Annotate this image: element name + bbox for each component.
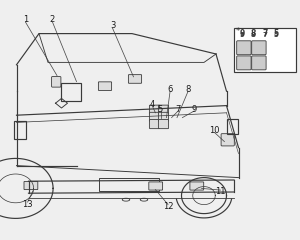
Text: 9: 9 — [192, 105, 197, 114]
FancyBboxPatch shape — [237, 41, 251, 55]
FancyBboxPatch shape — [158, 112, 169, 121]
FancyBboxPatch shape — [149, 105, 160, 114]
Text: 12: 12 — [163, 202, 173, 211]
Text: 1: 1 — [23, 15, 28, 24]
Text: 3: 3 — [110, 21, 115, 30]
Text: 8: 8 — [251, 32, 256, 38]
FancyBboxPatch shape — [252, 41, 266, 55]
FancyBboxPatch shape — [52, 77, 61, 87]
Text: 5: 5 — [274, 29, 279, 38]
Text: 4: 4 — [150, 100, 155, 109]
Text: 13: 13 — [22, 200, 33, 209]
FancyBboxPatch shape — [98, 82, 112, 90]
FancyBboxPatch shape — [221, 134, 234, 146]
Text: 8: 8 — [251, 29, 256, 38]
Text: 2: 2 — [50, 15, 55, 24]
FancyBboxPatch shape — [252, 56, 266, 70]
Text: 7: 7 — [262, 32, 267, 38]
FancyBboxPatch shape — [190, 182, 204, 190]
Bar — [234, 28, 296, 72]
FancyBboxPatch shape — [24, 181, 38, 190]
FancyBboxPatch shape — [149, 182, 163, 190]
Bar — [14, 121, 26, 139]
Text: 11: 11 — [215, 187, 226, 197]
Text: 10: 10 — [209, 126, 220, 135]
Text: 8: 8 — [185, 85, 191, 94]
Text: 7: 7 — [262, 29, 267, 38]
FancyBboxPatch shape — [149, 120, 160, 129]
Bar — [61, 83, 81, 101]
FancyBboxPatch shape — [149, 112, 160, 121]
Text: 5: 5 — [158, 105, 163, 114]
Text: 7: 7 — [176, 105, 181, 114]
FancyBboxPatch shape — [237, 56, 251, 70]
FancyBboxPatch shape — [128, 75, 142, 83]
Text: 9: 9 — [239, 29, 244, 38]
Text: 6: 6 — [167, 85, 173, 94]
Text: *: * — [236, 27, 240, 36]
Text: 5: 5 — [274, 32, 278, 38]
Bar — [227, 119, 238, 134]
Bar — [99, 178, 159, 191]
FancyBboxPatch shape — [158, 120, 169, 129]
FancyBboxPatch shape — [158, 105, 169, 114]
Text: 9: 9 — [239, 32, 244, 38]
